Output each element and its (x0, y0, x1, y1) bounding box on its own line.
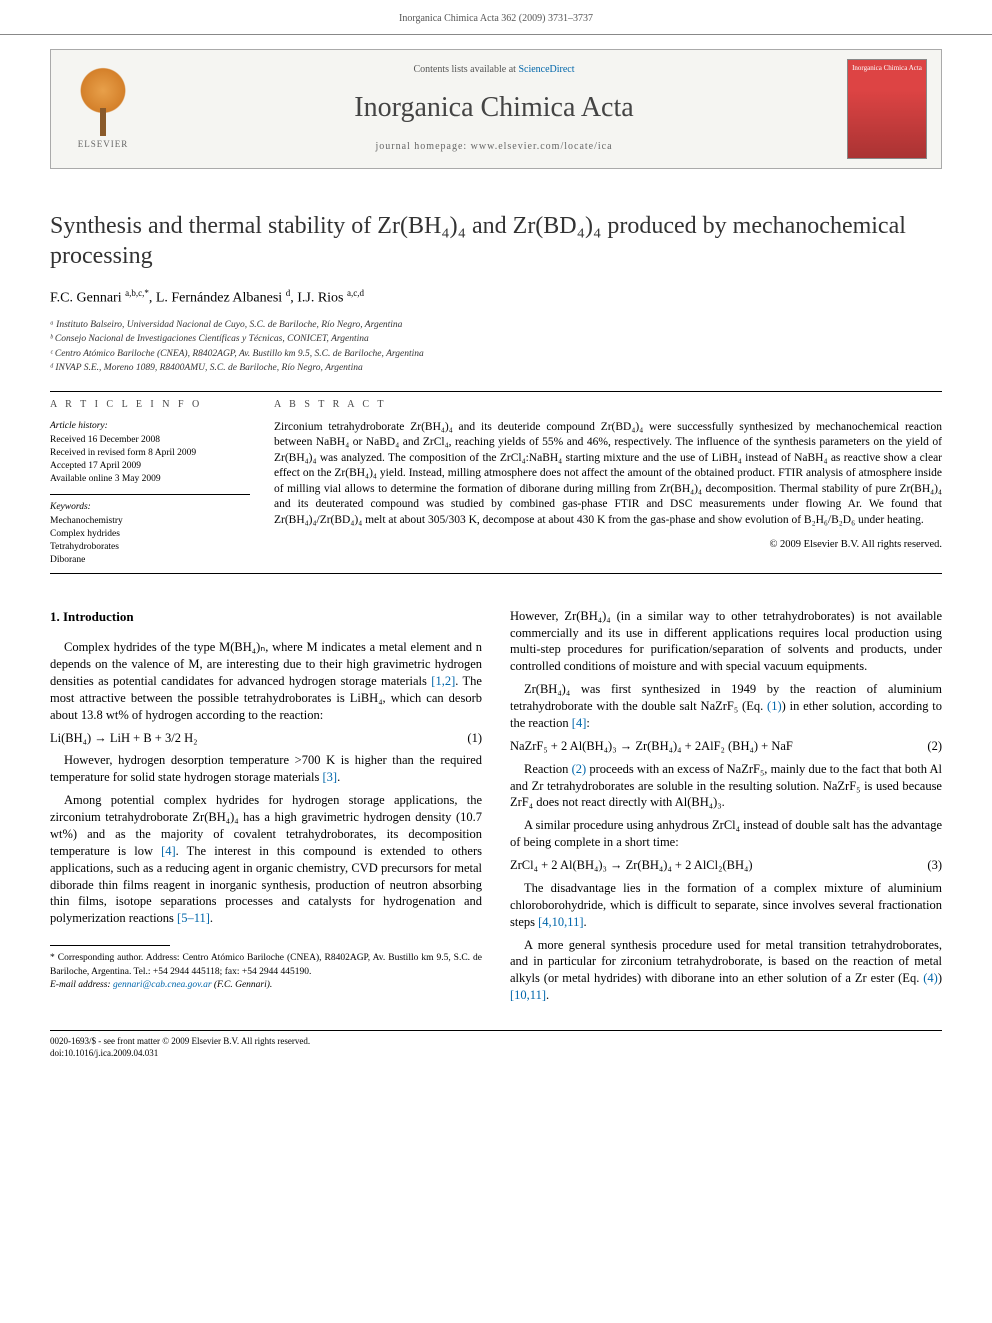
article-info-head: A R T I C L E I N F O (50, 398, 250, 412)
sciencedirect-link[interactable]: ScienceDirect (518, 64, 574, 75)
journal-cover-thumb: Inorganica Chimica Acta (847, 59, 927, 159)
equation-3: ZrCl₄ + 2 Al(BH₄)₃ → Zr(BH₄)₄ + 2 AlCl₂(… (510, 857, 942, 874)
eq-number: (1) (467, 730, 482, 747)
para: Complex hydrides of the type M(BH₄)ₙ, wh… (50, 639, 482, 723)
left-column: 1. Introduction Complex hydrides of the … (50, 608, 482, 1010)
publisher-name: ELSEVIER (78, 138, 129, 150)
affiliation: ᶜ Centro Atómico Bariloche (CNEA), R8402… (50, 347, 942, 361)
history-head: Article history: (50, 420, 250, 433)
elsevier-logo: ELSEVIER (63, 59, 143, 159)
eq-body: Li(BH₄) → LiH + B + 3/2 H₂ (50, 730, 197, 747)
journal-homepage: journal homepage: www.elsevier.com/locat… (165, 140, 823, 154)
page-footer: 0020-1693/$ - see front matter © 2009 El… (50, 1030, 942, 1059)
history-line: Accepted 17 April 2009 (50, 460, 250, 473)
keyword: Diborane (50, 554, 250, 567)
history-line: Received in revised form 8 April 2009 (50, 447, 250, 460)
contents-line: Contents lists available at ScienceDirec… (165, 63, 823, 77)
footer-front-matter: 0020-1693/$ - see front matter © 2009 El… (50, 1035, 310, 1047)
para: However, Zr(BH₄)₄ (in a similar way to o… (510, 608, 942, 676)
rule-bottom (50, 573, 942, 574)
email-link[interactable]: gennari@cab.cnea.gov.ar (113, 980, 212, 990)
abstract: A B S T R A C T Zirconium tetrahydrobora… (274, 398, 942, 567)
elsevier-tree-icon (73, 66, 133, 136)
footer-doi: doi:10.1016/j.ica.2009.04.031 (50, 1047, 310, 1059)
running-head: Inorganica Chimica Acta 362 (2009) 3731–… (0, 0, 992, 35)
keyword: Complex hydrides (50, 528, 250, 541)
para: A similar procedure using anhydrous ZrCl… (510, 817, 942, 851)
keyword: Tetrahydroborates (50, 541, 250, 554)
contents-prefix: Contents lists available at (413, 64, 518, 75)
affiliation: ᵈ INVAP S.E., Moreno 1089, R8400AMU, S.C… (50, 361, 942, 375)
journal-masthead: ELSEVIER Contents lists available at Sci… (50, 49, 942, 169)
footnote-rule (50, 945, 170, 946)
email-label: E-mail address: (50, 980, 113, 990)
para: A more general synthesis procedure used … (510, 937, 942, 1005)
abstract-text: Zirconium tetrahydroborate Zr(BH₄)₄ and … (274, 420, 942, 529)
para: Zr(BH₄)₄ was first synthesized in 1949 b… (510, 681, 942, 732)
keyword: Mechanochemistry (50, 515, 250, 528)
abstract-head: A B S T R A C T (274, 398, 942, 412)
homepage-url[interactable]: www.elsevier.com/locate/ica (471, 141, 613, 152)
article-keywords: Keywords: MechanochemistryComplex hydrid… (50, 501, 250, 567)
affiliation: ᵃ Instituto Balseiro, Universidad Nacion… (50, 318, 942, 332)
keywords-head: Keywords: (50, 501, 250, 514)
right-column: However, Zr(BH₄)₄ (in a similar way to o… (510, 608, 942, 1010)
para: Reaction (2) proceeds with an excess of … (510, 761, 942, 812)
authors-line: F.C. Gennari a,b,c,*, L. Fernández Alban… (50, 287, 942, 309)
eq-body: NaZrF₅ + 2 Al(BH₄)₃ → Zr(BH₄)₄ + 2AlF₂ (… (510, 738, 793, 755)
eq-body: ZrCl₄ + 2 Al(BH₄)₃ → Zr(BH₄)₄ + 2 AlCl₂(… (510, 857, 753, 874)
article-info: A R T I C L E I N F O Article history: R… (50, 398, 250, 567)
eq-number: (2) (927, 738, 942, 755)
para: The disadvantage lies in the formation o… (510, 880, 942, 931)
rule-top (50, 391, 942, 392)
equation-1: Li(BH₄) → LiH + B + 3/2 H₂ (1) (50, 730, 482, 747)
abstract-copyright: © 2009 Elsevier B.V. All rights reserved… (274, 538, 942, 552)
journal-title: Inorganica Chimica Acta (165, 89, 823, 127)
corresponding-email: E-mail address: gennari@cab.cnea.gov.ar … (50, 979, 482, 992)
email-suffix: (F.C. Gennari). (212, 980, 273, 990)
article-history: Article history: Received 16 December 20… (50, 420, 250, 495)
history-line: Received 16 December 2008 (50, 434, 250, 447)
eq-number: (3) (927, 857, 942, 874)
history-line: Available online 3 May 2009 (50, 473, 250, 486)
article-title: Synthesis and thermal stability of Zr(BH… (50, 211, 942, 271)
affiliations: ᵃ Instituto Balseiro, Universidad Nacion… (50, 318, 942, 375)
body-columns: 1. Introduction Complex hydrides of the … (50, 608, 942, 1010)
para: Among potential complex hydrides for hyd… (50, 792, 482, 927)
section-1-head: 1. Introduction (50, 608, 482, 626)
journal-center: Contents lists available at ScienceDirec… (155, 53, 833, 164)
affiliation: ᵇ Consejo Nacional de Investigaciones Ci… (50, 332, 942, 346)
corresponding-author: * Corresponding author. Address: Centro … (50, 952, 482, 979)
para: However, hydrogen desorption temperature… (50, 752, 482, 786)
equation-2: NaZrF₅ + 2 Al(BH₄)₃ → Zr(BH₄)₄ + 2AlF₂ (… (510, 738, 942, 755)
homepage-label: journal homepage: (375, 141, 470, 152)
